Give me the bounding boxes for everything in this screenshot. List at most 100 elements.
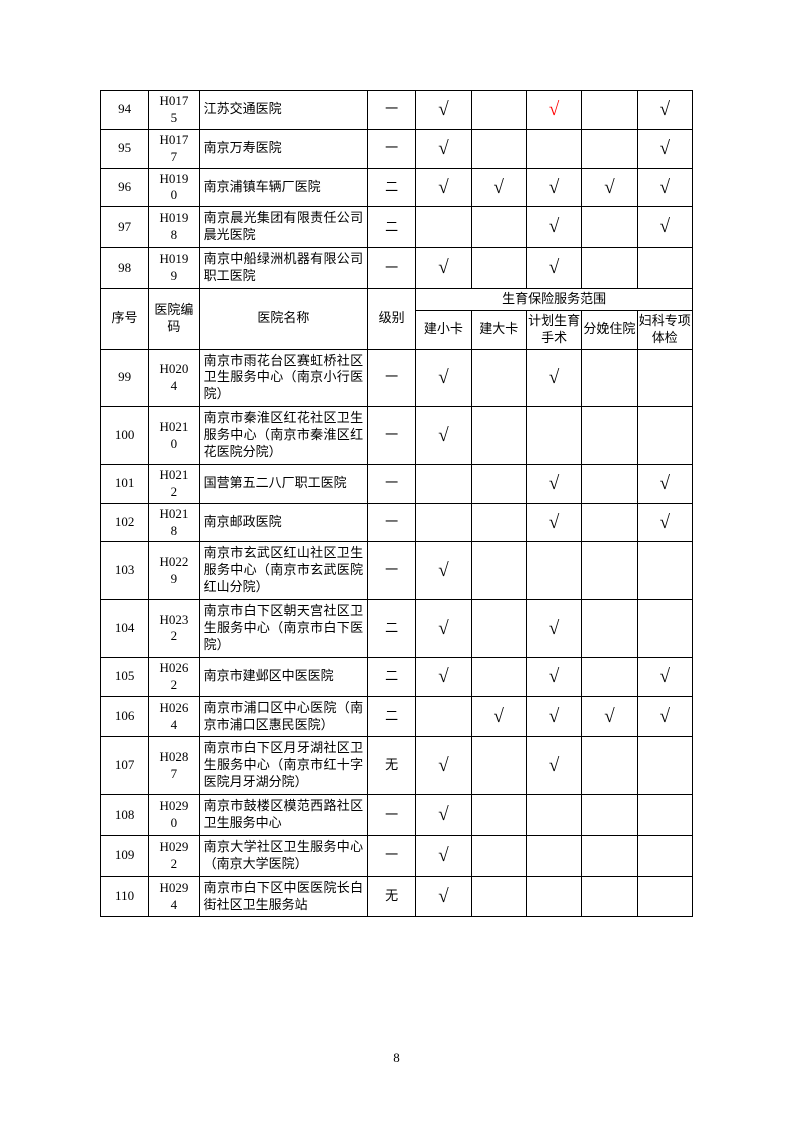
- check-cell: [637, 737, 692, 795]
- level-cell: 一: [368, 464, 416, 503]
- check-cell: [471, 600, 526, 658]
- code-cell: H0262: [149, 657, 200, 696]
- code-cell: H0232: [149, 600, 200, 658]
- table-row: 104H0232南京市白下区朝天宫社区卫生服务中心（南京市白下医院）二√√: [101, 600, 693, 658]
- level-cell: 二: [368, 600, 416, 658]
- check-cell: √: [526, 503, 581, 542]
- seq-cell: 99: [101, 349, 149, 407]
- level-cell: 二: [368, 207, 416, 248]
- check-cell: √: [416, 542, 471, 600]
- table-row: 109H0292南京大学社区卫生服务中心（南京大学医院）一√: [101, 835, 693, 876]
- seq-cell: 101: [101, 464, 149, 503]
- code-cell: H0212: [149, 464, 200, 503]
- check-cell: [416, 696, 471, 737]
- check-cell: √: [416, 835, 471, 876]
- check-cell: √: [416, 91, 471, 130]
- level-cell: 二: [368, 696, 416, 737]
- seq-cell: 97: [101, 207, 149, 248]
- check-cell: [471, 91, 526, 130]
- check-cell: √: [416, 600, 471, 658]
- code-cell: H0175: [149, 91, 200, 130]
- name-cell: 南京中船绿洲机器有限公司职工医院: [199, 248, 367, 289]
- table-row: 94H0175江苏交通医院一√√√: [101, 91, 693, 130]
- seq-cell: 94: [101, 91, 149, 130]
- level-cell: 一: [368, 349, 416, 407]
- check-cell: √: [416, 795, 471, 836]
- level-cell: 一: [368, 129, 416, 168]
- header-sub: 妇科专项体检: [637, 310, 692, 349]
- level-cell: 一: [368, 248, 416, 289]
- name-cell: 南京市白下区月牙湖社区卫生服务中心（南京市红十字医院月牙湖分院）: [199, 737, 367, 795]
- check-cell: [471, 407, 526, 465]
- check-cell: [471, 248, 526, 289]
- page-number: 8: [0, 1050, 793, 1066]
- check-cell: [582, 129, 637, 168]
- seq-cell: 105: [101, 657, 149, 696]
- check-cell: [582, 503, 637, 542]
- level-cell: 一: [368, 91, 416, 130]
- check-cell: [471, 503, 526, 542]
- code-cell: H0210: [149, 407, 200, 465]
- check-cell: [582, 600, 637, 658]
- check-cell: √: [416, 129, 471, 168]
- name-cell: 江苏交通医院: [199, 91, 367, 130]
- check-cell: √: [526, 657, 581, 696]
- check-cell: [526, 542, 581, 600]
- name-cell: 南京市白下区朝天宫社区卫生服务中心（南京市白下医院）: [199, 600, 367, 658]
- code-cell: H0294: [149, 876, 200, 917]
- check-cell: [582, 407, 637, 465]
- check-cell: √: [471, 696, 526, 737]
- table-row: 107H0287南京市白下区月牙湖社区卫生服务中心（南京市红十字医院月牙湖分院）…: [101, 737, 693, 795]
- seq-cell: 106: [101, 696, 149, 737]
- table-row: 108H0290南京市鼓楼区模范西路社区卫生服务中心一√: [101, 795, 693, 836]
- check-cell: √: [526, 737, 581, 795]
- check-cell: [582, 349, 637, 407]
- check-cell: [637, 835, 692, 876]
- check-cell: [637, 600, 692, 658]
- level-cell: 无: [368, 737, 416, 795]
- name-cell: 南京市建邺区中医医院: [199, 657, 367, 696]
- check-cell: [471, 129, 526, 168]
- header-sub: 建大卡: [471, 310, 526, 349]
- level-cell: 一: [368, 835, 416, 876]
- level-cell: 无: [368, 876, 416, 917]
- seq-cell: 96: [101, 168, 149, 207]
- check-cell: √: [526, 696, 581, 737]
- code-cell: H0290: [149, 795, 200, 836]
- level-cell: 二: [368, 168, 416, 207]
- check-cell: [471, 657, 526, 696]
- check-cell: √: [637, 696, 692, 737]
- name-cell: 南京晨光集团有限责任公司晨光医院: [199, 207, 367, 248]
- check-cell: √: [637, 91, 692, 130]
- check-cell: √: [416, 248, 471, 289]
- check-cell: [416, 207, 471, 248]
- check-cell: [471, 795, 526, 836]
- check-cell: √: [637, 657, 692, 696]
- header-seq: 序号: [101, 288, 149, 349]
- name-cell: 南京市秦淮区红花社区卫生服务中心（南京市秦淮区红花医院分院）: [199, 407, 367, 465]
- check-cell: [471, 349, 526, 407]
- hospital-table: 94H0175江苏交通医院一√√√95H0177南京万寿医院一√√96H0190…: [100, 90, 693, 917]
- code-cell: H0287: [149, 737, 200, 795]
- seq-cell: 95: [101, 129, 149, 168]
- check-cell: √: [637, 129, 692, 168]
- table-row: 97H0198南京晨光集团有限责任公司晨光医院二√√: [101, 207, 693, 248]
- check-cell: √: [526, 207, 581, 248]
- check-cell: [637, 542, 692, 600]
- name-cell: 南京市白下区中医医院长白街社区卫生服务站: [199, 876, 367, 917]
- header-level: 级别: [368, 288, 416, 349]
- check-cell: [471, 835, 526, 876]
- seq-cell: 102: [101, 503, 149, 542]
- check-cell: [582, 737, 637, 795]
- code-cell: H0204: [149, 349, 200, 407]
- check-cell: √: [471, 168, 526, 207]
- seq-cell: 109: [101, 835, 149, 876]
- name-cell: 南京市雨花台区赛虹桥社区卫生服务中心（南京小行医院）: [199, 349, 367, 407]
- check-cell: √: [637, 464, 692, 503]
- check-cell: [582, 542, 637, 600]
- code-cell: H0229: [149, 542, 200, 600]
- level-cell: 一: [368, 795, 416, 836]
- check-cell: √: [416, 737, 471, 795]
- check-cell: [637, 795, 692, 836]
- code-cell: H0218: [149, 503, 200, 542]
